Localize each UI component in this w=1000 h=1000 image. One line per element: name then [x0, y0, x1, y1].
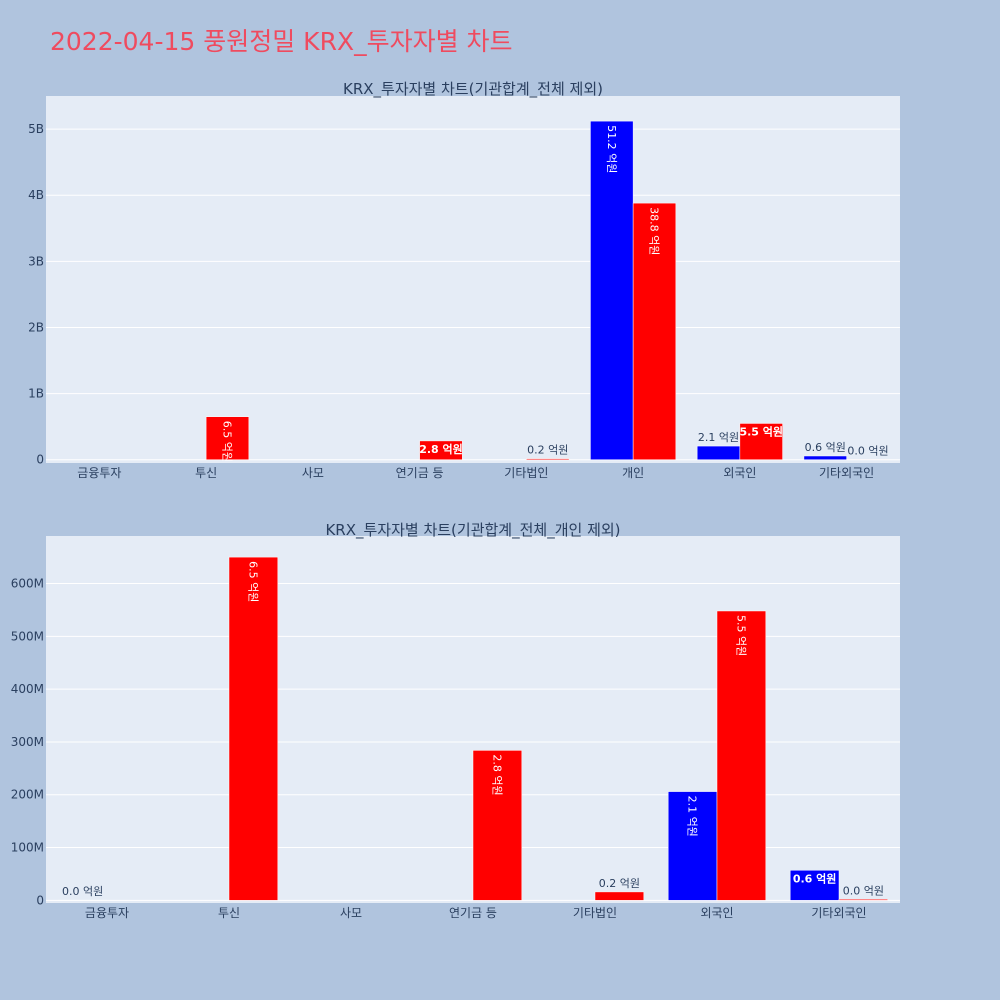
x-tick-label: 사모 — [302, 466, 324, 480]
bar — [838, 899, 889, 901]
data-label: 5.5 억원 — [734, 615, 747, 656]
bar — [205, 416, 250, 460]
y-tick-label: 1B — [28, 387, 44, 401]
chart-title: KRX_투자자별 차트(기관합계_전체_개인 제외) — [325, 521, 620, 540]
data-label: 51.2 억원 — [605, 125, 618, 173]
bar — [803, 455, 847, 460]
y-tick-label: 2B — [28, 320, 44, 334]
y-tick-label: 300M — [11, 735, 44, 749]
x-tick-label: 외국인 — [723, 466, 756, 480]
x-tick-label: 기타외국인 — [819, 466, 874, 480]
bar — [789, 870, 840, 901]
y-tick-label: 600M — [11, 577, 44, 591]
x-tick-label: 개인 — [622, 466, 644, 480]
bar — [594, 891, 645, 901]
data-label: 0.2 억원 — [527, 444, 568, 457]
bar — [419, 440, 463, 460]
data-label: 0.2 억원 — [599, 877, 640, 890]
y-tick-label: 400M — [11, 682, 44, 696]
y-tick-label: 4B — [28, 188, 44, 202]
plot-area — [46, 96, 900, 463]
data-label: 6.5 억원 — [246, 561, 259, 602]
x-tick-label: 투신 — [195, 466, 217, 480]
y-tick-label: 3B — [28, 254, 44, 268]
y-tick-label: 200M — [11, 788, 44, 802]
y-tick-label: 5B — [28, 122, 44, 136]
y-tick-label: 0 — [36, 893, 44, 907]
bar — [716, 610, 767, 901]
x-tick-label: 기타법인 — [573, 906, 617, 920]
y-tick-label: 0 — [36, 453, 44, 467]
x-tick-label: 기타법인 — [504, 466, 548, 480]
data-label: 2.1 억원 — [686, 796, 699, 837]
data-label: 0.6 억원 — [793, 871, 837, 885]
x-tick-label: 금융투자 — [77, 466, 121, 480]
data-label: 2.1 억원 — [698, 431, 739, 444]
x-tick-label: 기타외국인 — [811, 906, 866, 920]
data-label: 38.8 억원 — [647, 207, 660, 255]
data-label: 0.0 억원 — [847, 445, 888, 458]
bar — [228, 556, 279, 901]
y-tick-label: 500M — [11, 629, 44, 643]
x-tick-label: 사모 — [340, 906, 362, 920]
bar — [632, 202, 677, 460]
y-tick-label: 100M — [11, 841, 44, 855]
x-tick-label: 연기금 등 — [449, 906, 497, 920]
x-tick-label: 외국인 — [700, 906, 733, 920]
data-label: 0.6 억원 — [805, 441, 846, 454]
data-label: 0.0 억원 — [843, 884, 884, 897]
data-label: 6.5 억원 — [220, 421, 233, 462]
data-label: 5.5 억원 — [739, 424, 783, 438]
x-tick-label: 투신 — [218, 906, 240, 920]
x-tick-label: 연기금 등 — [396, 466, 444, 480]
bar — [696, 445, 741, 460]
bar — [526, 458, 570, 460]
data-label: 2.8 억원 — [419, 442, 463, 456]
x-tick-label: 금융투자 — [85, 906, 129, 920]
bar — [472, 750, 523, 901]
bar — [667, 791, 718, 901]
data-label: 0.0 억원 — [62, 885, 103, 898]
page-title: 2022-04-15 풍원정밀 KRX_투자자별 차트 — [50, 27, 513, 56]
chart-title: KRX_투자자별 차트(기관합계_전체 제외) — [343, 80, 603, 99]
data-label: 2.8 억원 — [490, 754, 503, 795]
bar — [739, 423, 783, 460]
